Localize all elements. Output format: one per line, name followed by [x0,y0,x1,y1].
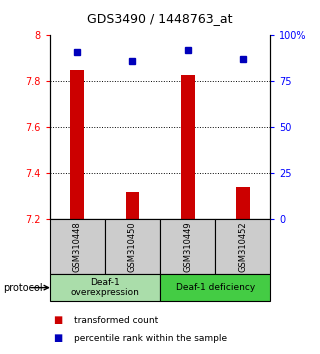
Text: GSM310449: GSM310449 [183,222,192,272]
Bar [70,70,84,219]
Text: GDS3490 / 1448763_at: GDS3490 / 1448763_at [87,12,233,25]
Text: GSM310450: GSM310450 [128,222,137,272]
Bar [181,75,195,219]
Text: GSM310452: GSM310452 [238,222,247,272]
Text: Deaf-1 deficiency: Deaf-1 deficiency [176,283,255,292]
Text: percentile rank within the sample: percentile rank within the sample [74,333,227,343]
Text: transformed count: transformed count [74,316,158,325]
Text: Deaf-1
overexpression: Deaf-1 overexpression [70,278,139,297]
Text: GSM310448: GSM310448 [73,222,82,272]
Bar [125,192,139,219]
Text: protocol: protocol [3,282,43,293]
Text: ■: ■ [53,315,62,325]
Text: ■: ■ [53,333,62,343]
Bar [236,187,250,219]
